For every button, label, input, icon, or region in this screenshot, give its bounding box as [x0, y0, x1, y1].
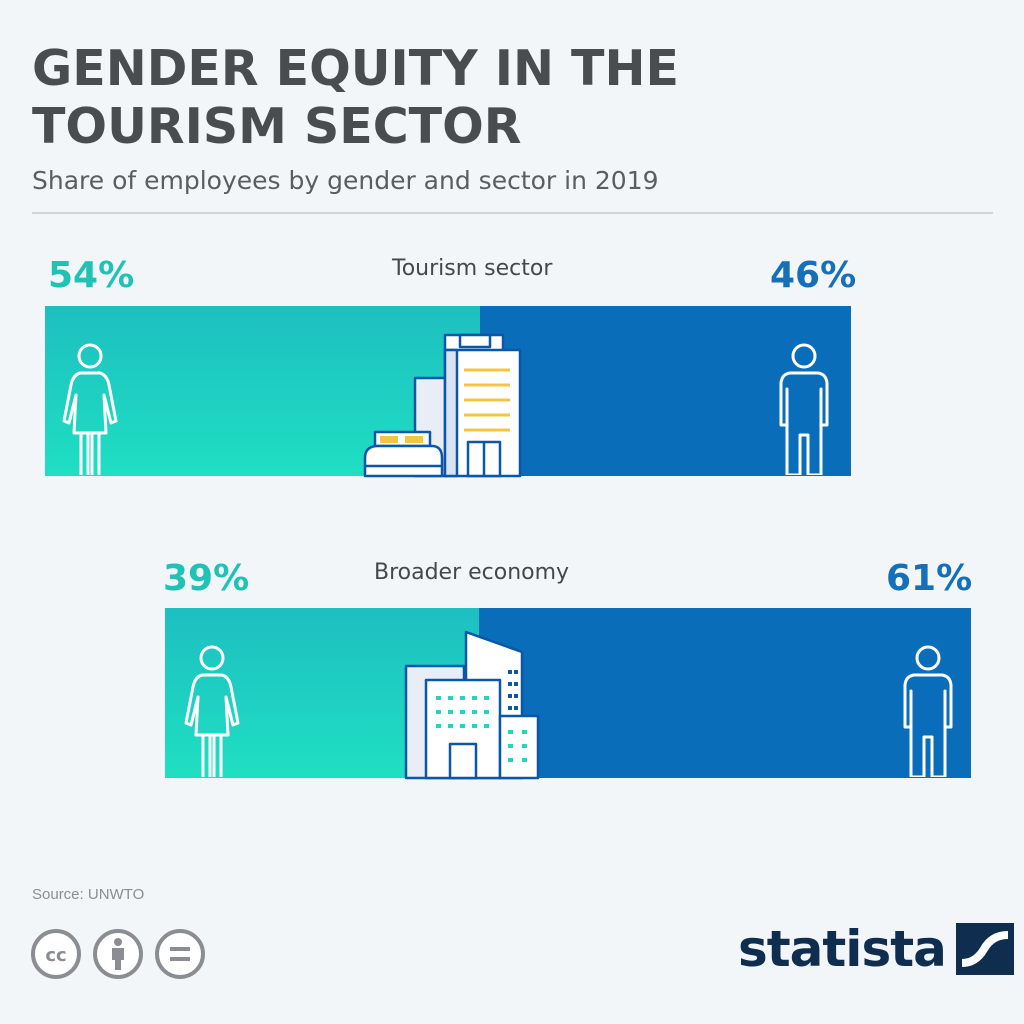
bar-economy	[165, 608, 971, 778]
data-label-tourism-women: 54%	[48, 255, 135, 296]
data-label-economy-women: 39%	[163, 558, 250, 599]
woman-icon	[62, 343, 118, 475]
svg-text:cc: cc	[45, 945, 66, 966]
bar-tourism	[45, 306, 851, 476]
source-note: Source: UNWTO	[32, 886, 145, 903]
bar-segment-tourism-men	[480, 306, 851, 476]
divider	[32, 212, 993, 214]
no-derivatives-icon[interactable]	[154, 928, 206, 980]
statista-wordmark: statista	[738, 920, 947, 978]
office-buildings-icon	[404, 630, 540, 780]
category-label-economy: Broader economy	[374, 560, 570, 585]
statista-logo-icon	[956, 923, 1015, 975]
woman-icon	[184, 645, 240, 777]
man-icon	[903, 645, 953, 777]
bar-segment-economy-men	[479, 608, 971, 778]
cc-icon[interactable]: cc	[30, 928, 82, 980]
chart-title: GENDER EQUITY IN THE TOURISM SECTOR	[32, 40, 679, 155]
data-label-tourism-men: 46%	[770, 255, 857, 296]
category-label-tourism: Tourism sector	[392, 256, 553, 281]
data-label-economy-men: 61%	[886, 558, 973, 599]
attribution-icon[interactable]	[92, 928, 144, 980]
hotel-building-icon	[363, 333, 522, 478]
statista-logo[interactable]: statista	[738, 920, 1015, 978]
chart-subtitle: Share of employees by gender and sector …	[32, 166, 659, 195]
man-icon	[779, 343, 829, 475]
